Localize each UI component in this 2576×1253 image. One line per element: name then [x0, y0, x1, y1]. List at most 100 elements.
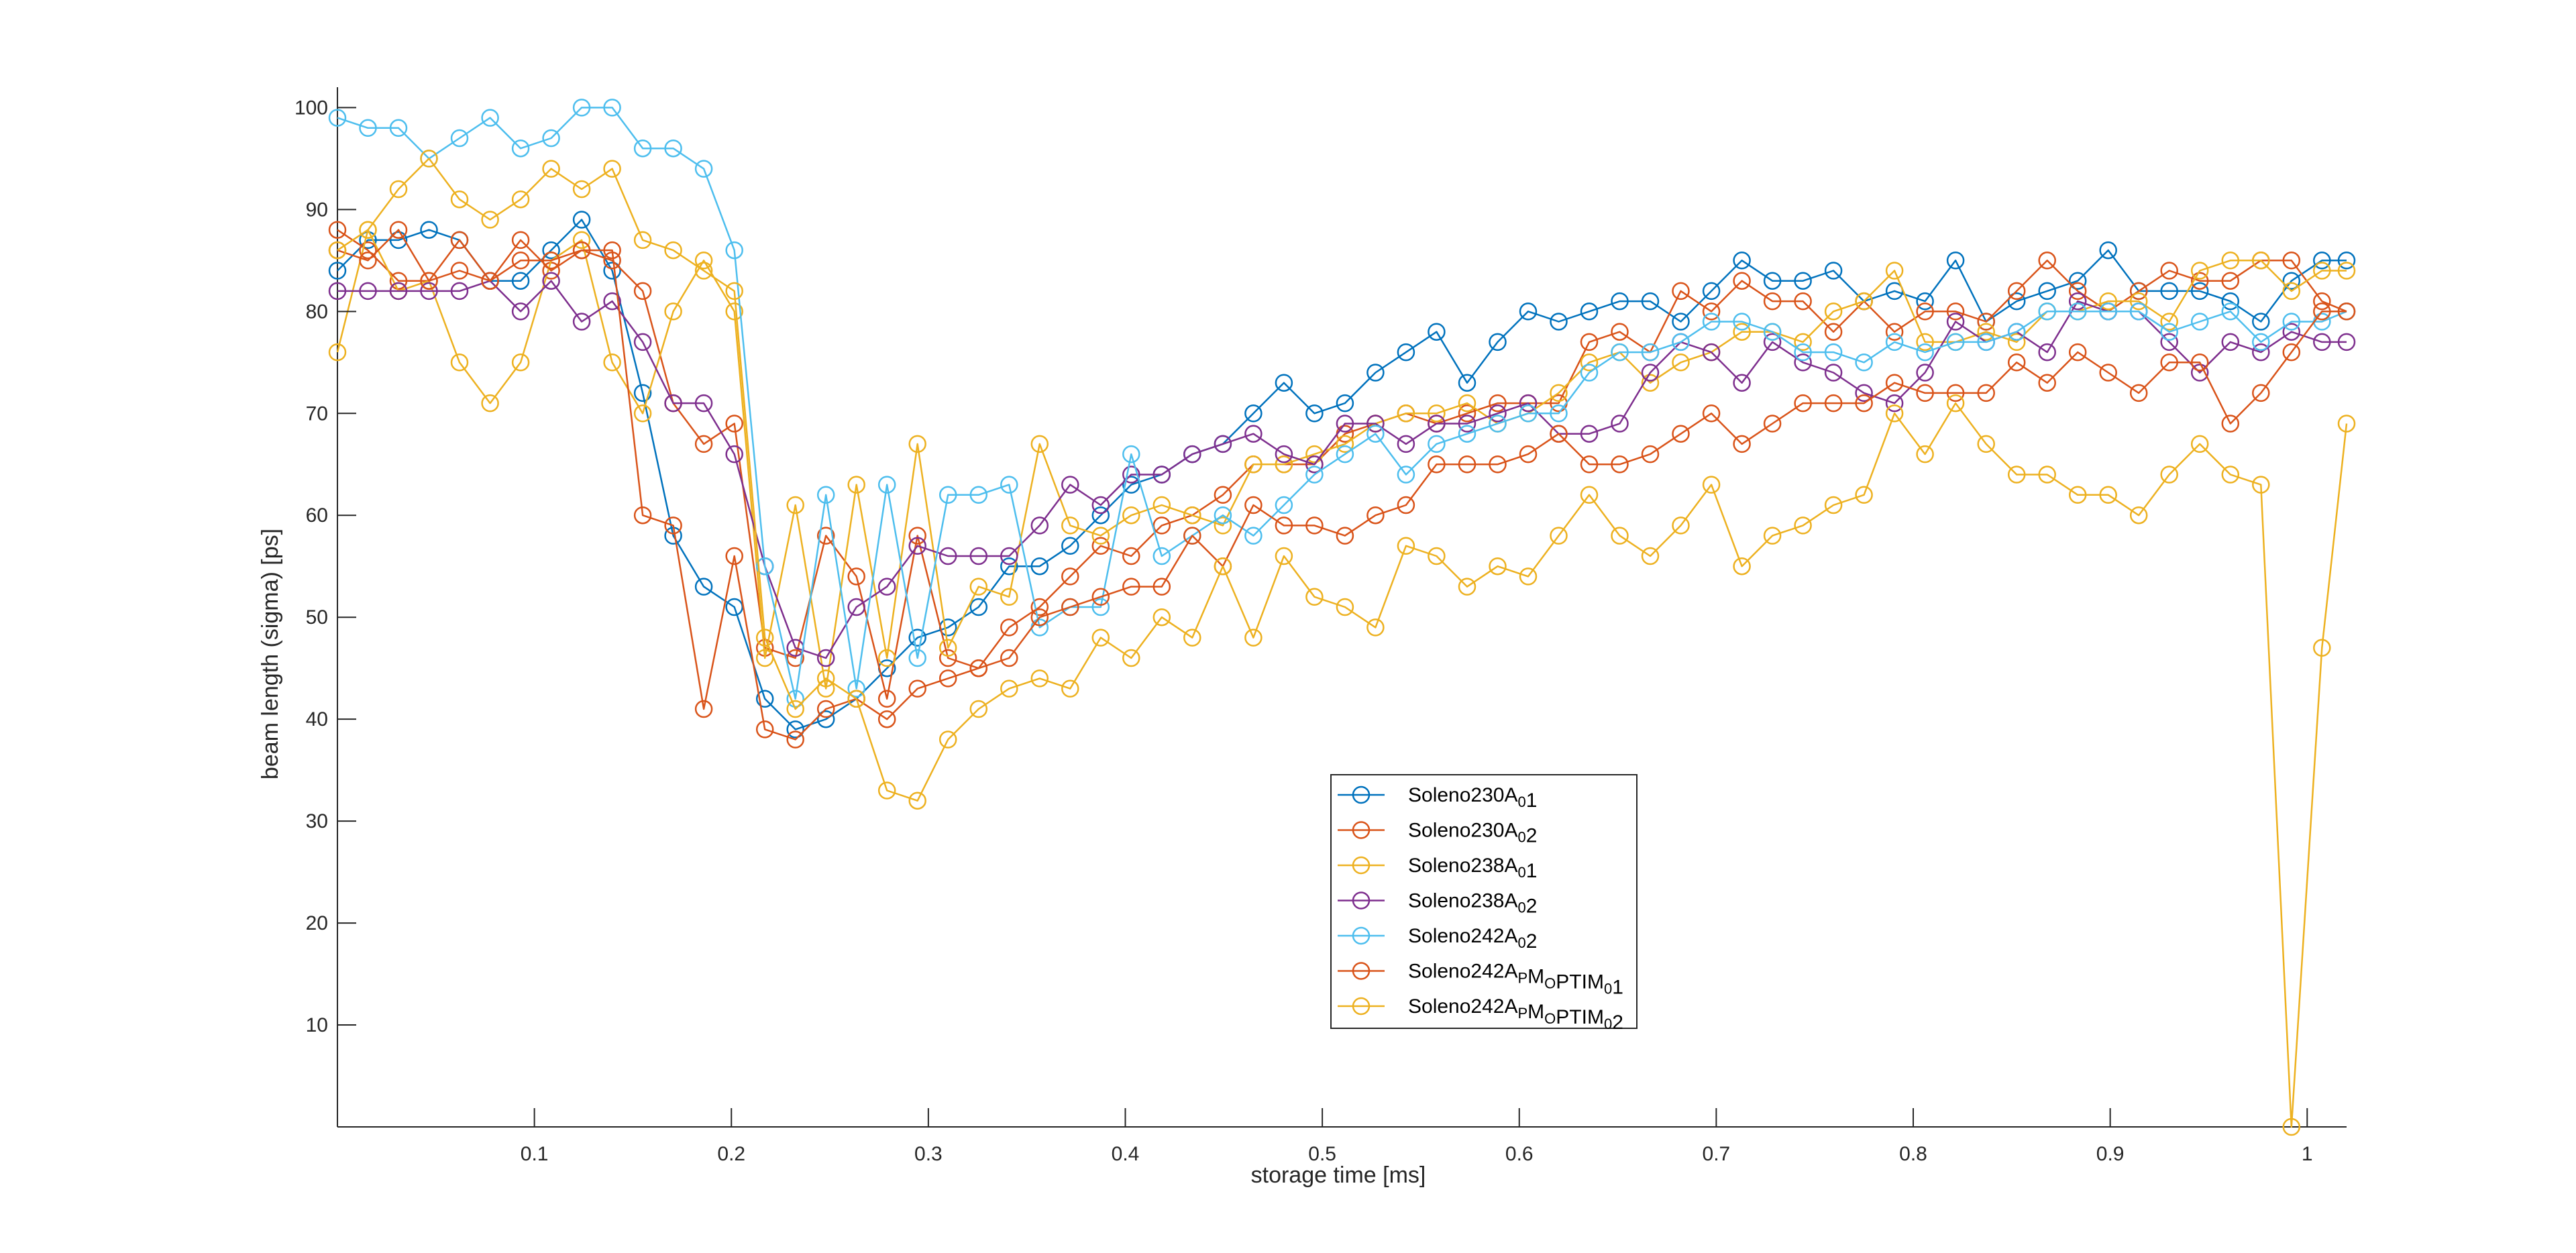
data-point [2038, 466, 2056, 484]
data-point [1885, 262, 1904, 280]
data-point [1214, 516, 1232, 535]
y-axis-label: beam length (sigma) [ps] [258, 529, 283, 779]
data-point [1702, 476, 1721, 494]
data-point [450, 129, 469, 148]
series-line [337, 107, 2347, 700]
data-point [1946, 252, 1965, 270]
data-point [969, 486, 988, 504]
x-tick-label: 0.4 [1112, 1143, 1140, 1165]
data-point [664, 241, 682, 260]
data-point [1091, 588, 1110, 606]
data-point [2252, 343, 2270, 362]
data-point [2282, 1118, 2301, 1136]
data-point [847, 679, 865, 698]
data-point [1214, 435, 1232, 453]
data-point [1489, 333, 1507, 351]
series-1 [328, 211, 2356, 739]
data-point [1397, 537, 1415, 555]
data-point [1091, 527, 1110, 545]
data-point [1733, 374, 1751, 392]
data-point [1641, 343, 1660, 362]
data-point [1091, 629, 1110, 647]
data-point [1183, 629, 1201, 647]
x-tick-label: 1 [2302, 1143, 2313, 1165]
data-point [1000, 547, 1018, 565]
x-tick-label: 0.9 [2096, 1143, 2125, 1165]
data-point [1702, 343, 1721, 362]
data-point [1305, 404, 1324, 423]
data-point [1000, 618, 1018, 637]
data-point [2160, 333, 2178, 351]
data-point [1702, 313, 1721, 331]
data-point [1733, 557, 1751, 576]
data-point [1244, 496, 1263, 514]
data-point [2252, 252, 2270, 270]
data-point [1458, 404, 1477, 423]
data-point [755, 690, 774, 708]
data-point [1794, 292, 1812, 311]
x-tick-label: 0.7 [1703, 1143, 1731, 1165]
series-2 [328, 221, 2356, 708]
data-point [603, 292, 621, 311]
data-point [1672, 333, 1690, 351]
data-point [1672, 516, 1690, 535]
data-point [1824, 364, 1843, 382]
data-point [2007, 353, 2026, 372]
data-point [1977, 435, 1995, 453]
data-point [786, 730, 804, 749]
data-point [1122, 547, 1140, 565]
data-point [2221, 333, 2240, 351]
data-point [1702, 404, 1721, 423]
data-point [450, 353, 469, 372]
data-point [2313, 262, 2331, 280]
data-point [1519, 567, 1538, 586]
data-point [1946, 394, 1965, 413]
data-point [725, 241, 743, 260]
legend-entry: Soleno230A02 [1338, 820, 1537, 847]
data-point [694, 435, 713, 453]
data-point [1122, 476, 1140, 494]
data-point [1763, 292, 1782, 311]
data-point [1030, 557, 1049, 576]
data-point [2221, 415, 2240, 433]
data-point [1428, 435, 1446, 453]
data-point [1824, 303, 1843, 321]
data-point [450, 231, 469, 250]
data-point [969, 547, 988, 565]
data-point [2221, 292, 2240, 311]
data-point [2313, 303, 2331, 321]
data-point [389, 231, 408, 250]
data-point [1183, 506, 1201, 525]
data-point [1336, 435, 1354, 453]
data-point [816, 669, 835, 688]
data-point [572, 313, 591, 331]
data-point [1244, 527, 1263, 545]
data-point [1061, 516, 1079, 535]
data-point [1152, 516, 1171, 535]
data-point [2038, 374, 2056, 392]
data-point [1611, 415, 1629, 433]
data-point [2313, 333, 2331, 351]
y-tick-label: 60 [306, 504, 328, 527]
data-point [359, 282, 377, 301]
data-point [1428, 455, 1446, 474]
data-point [1885, 323, 1904, 341]
legend-marker [1352, 926, 1371, 945]
x-tick-label: 0.8 [1899, 1143, 1927, 1165]
data-point [1428, 547, 1446, 565]
data-point [633, 282, 652, 301]
data-point [2252, 384, 2270, 402]
data-point [1550, 313, 1568, 331]
data-point [1763, 415, 1782, 433]
series-line [337, 280, 2347, 659]
data-point [359, 241, 377, 260]
data-point [1397, 343, 1415, 362]
data-point [1458, 455, 1477, 474]
data-point [1763, 333, 1782, 351]
legend-marker [1352, 997, 1371, 1016]
data-point [908, 527, 926, 545]
data-point [877, 578, 896, 596]
data-point [511, 303, 530, 321]
series-line [336, 229, 2347, 690]
data-point [542, 272, 560, 290]
